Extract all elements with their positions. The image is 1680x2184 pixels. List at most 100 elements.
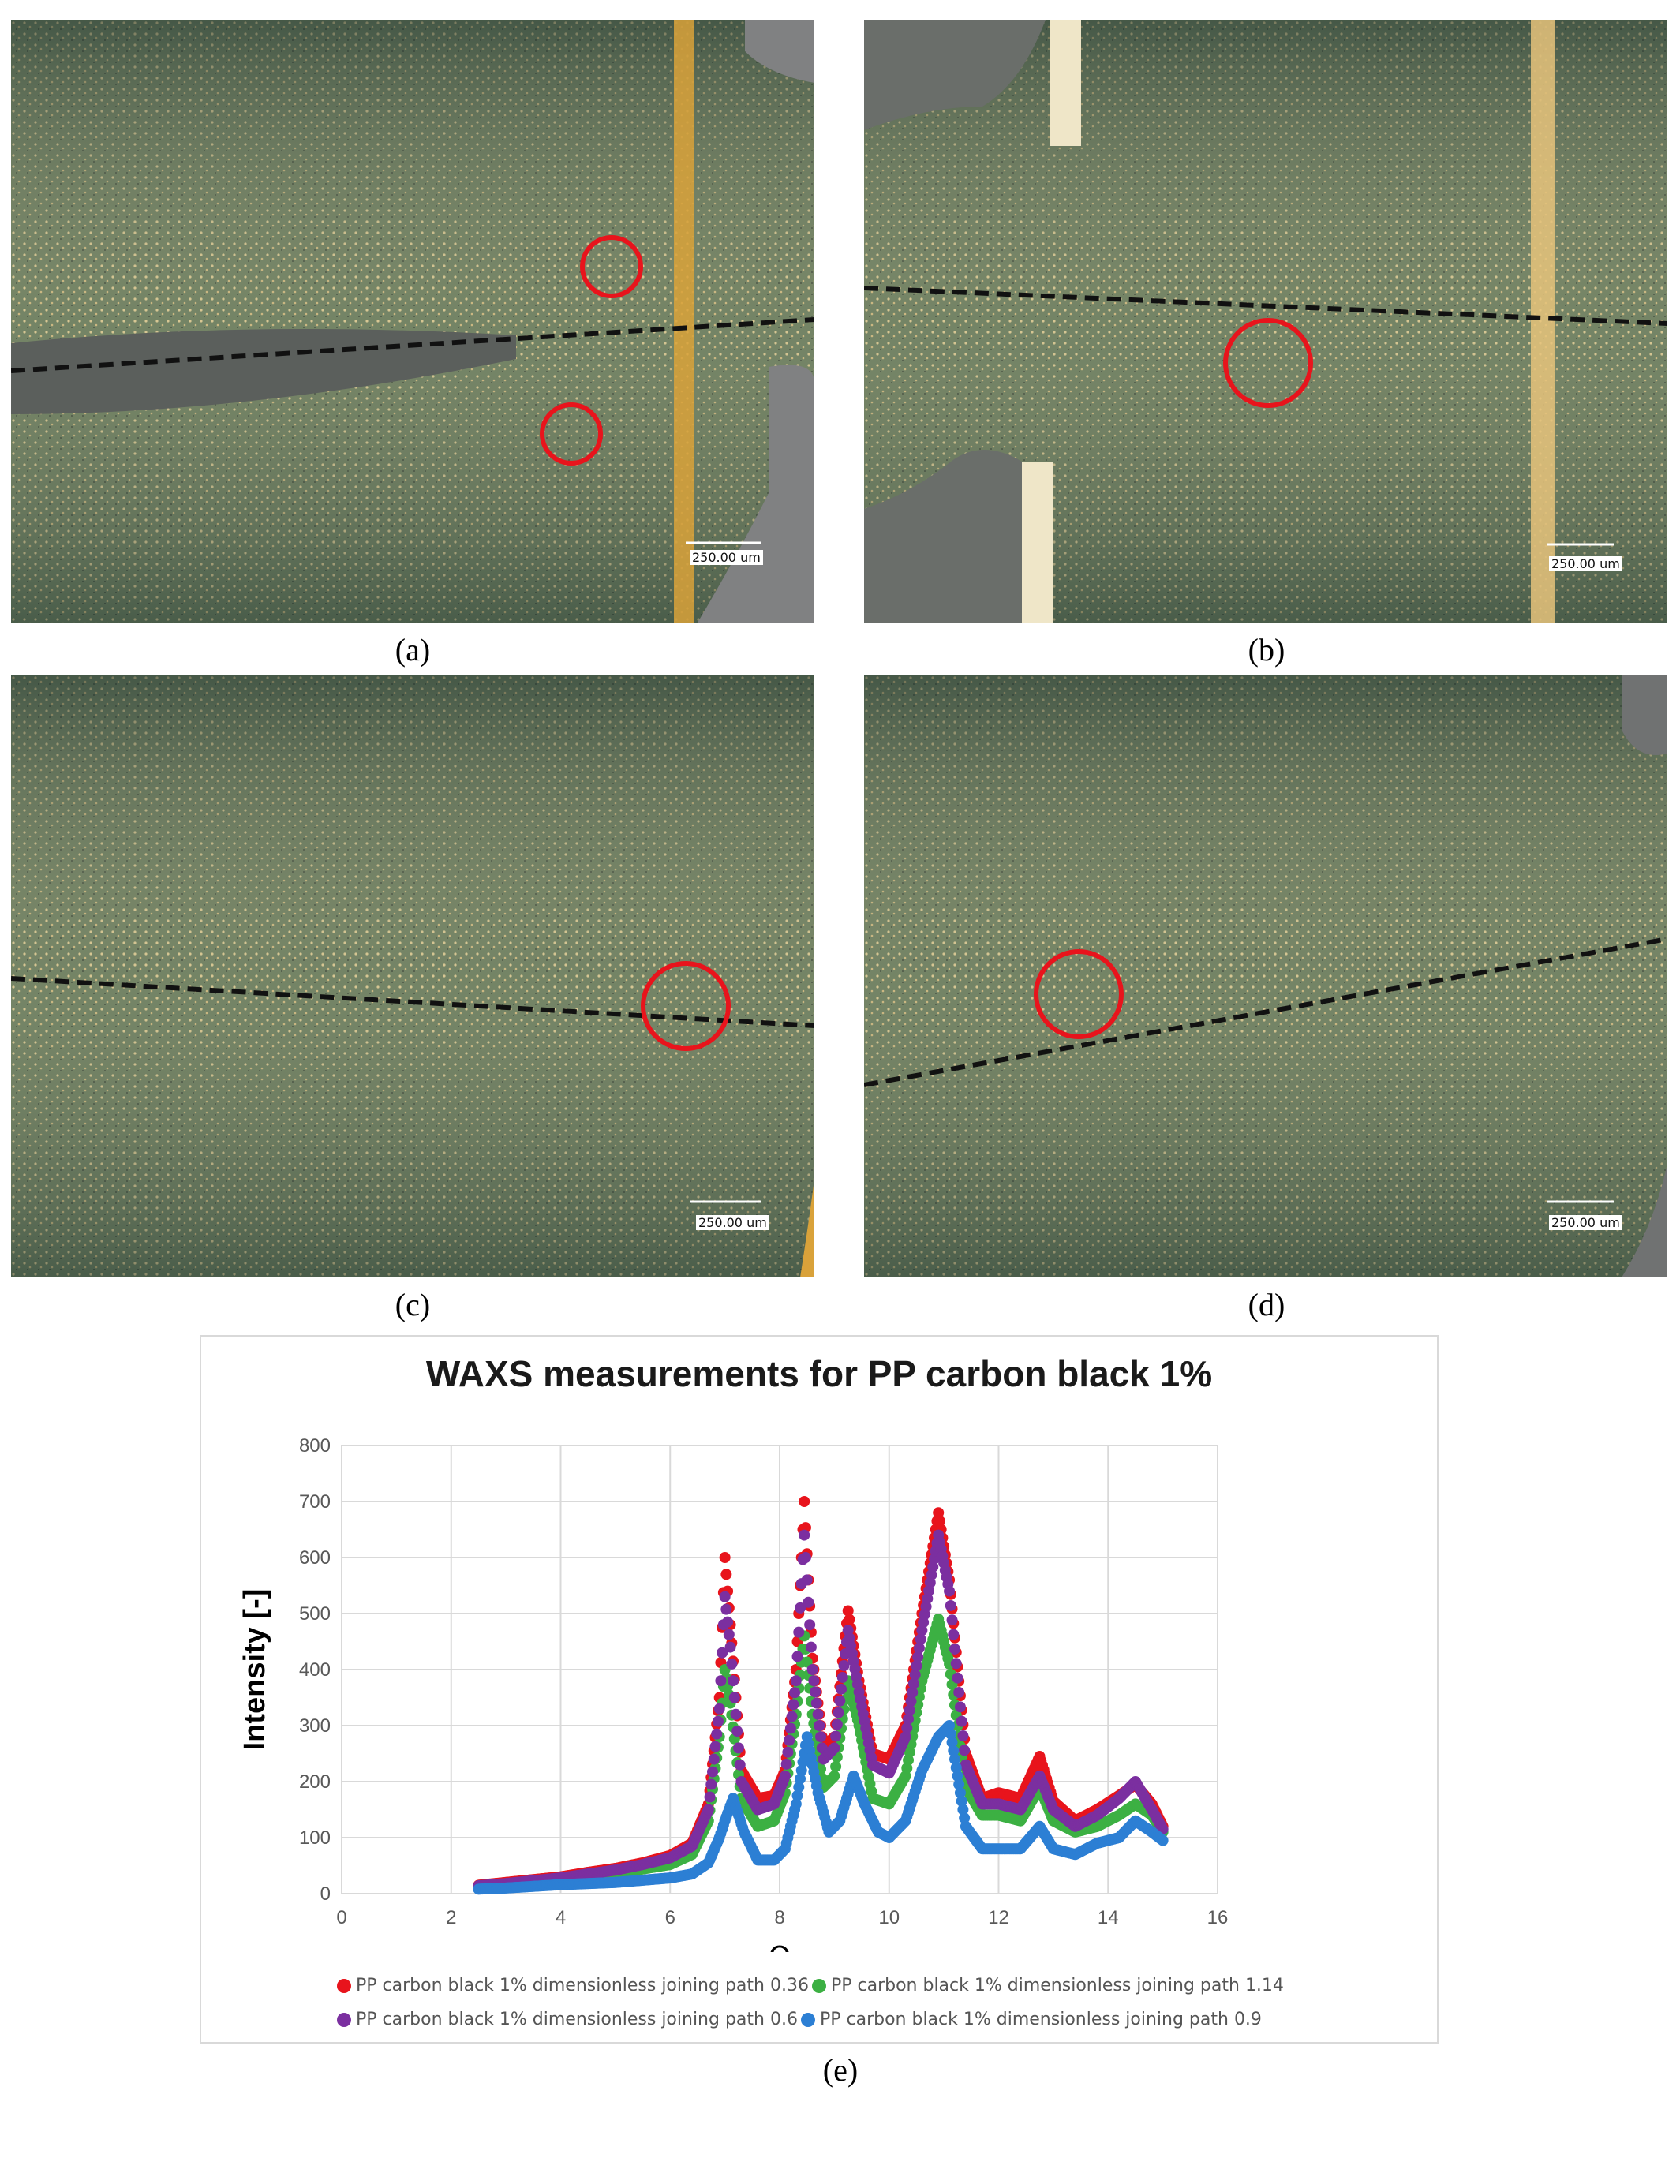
data-point-series-3 <box>953 1778 965 1790</box>
data-point-series-2 <box>704 1791 716 1803</box>
data-point-series-3 <box>949 1753 960 1765</box>
data-point-series-2 <box>831 1718 843 1730</box>
legend-marker <box>800 2012 815 2027</box>
y-tick-label: 600 <box>299 1547 331 1569</box>
data-point-series-2 <box>707 1766 719 1778</box>
data-point-series-3 <box>954 1787 966 1799</box>
data-point-series-2 <box>728 1692 740 1703</box>
data-point-series-2 <box>912 1651 924 1663</box>
legend-entry: PP carbon black 1% dimensionless joining… <box>337 1976 809 1995</box>
data-point-series-2 <box>915 1633 926 1645</box>
data-point-series-2 <box>911 1660 922 1672</box>
legend-entry: PP carbon black 1% dimensionless joining… <box>811 1976 1284 1995</box>
data-point-series-2 <box>730 1708 742 1720</box>
data-point-series-3 <box>797 1756 809 1768</box>
data-point-series-2 <box>833 1707 844 1718</box>
data-point-series-0 <box>799 1496 810 1507</box>
data-point-series-2 <box>907 1686 919 1698</box>
data-point-series-2 <box>789 1687 801 1699</box>
data-point-series-2 <box>803 1596 814 1608</box>
data-point-series-2 <box>784 1734 795 1746</box>
y-tick-label: 100 <box>299 1827 331 1849</box>
data-point-series-2 <box>904 1704 915 1716</box>
data-point-series-2 <box>726 1658 738 1670</box>
data-point-series-2 <box>954 1701 966 1713</box>
data-point-series-2 <box>804 1619 816 1631</box>
data-point-series-3 <box>791 1789 803 1801</box>
x-tick-label: 16 <box>1207 1907 1229 1928</box>
data-point-series-2 <box>903 1713 915 1725</box>
data-point-series-2 <box>790 1675 802 1687</box>
data-point-series-2 <box>944 1585 956 1597</box>
data-point-series-2 <box>901 1722 913 1733</box>
chart-frame: WAXS measurements for PP carbon black 1%… <box>200 1335 1439 2044</box>
micrograph-b-image <box>864 20 1667 623</box>
data-point-series-2 <box>836 1683 847 1695</box>
data-point-series-3 <box>959 1812 971 1824</box>
data-point-series-2 <box>953 1686 965 1698</box>
y-tick-label: 500 <box>299 1603 331 1625</box>
data-point-series-2 <box>838 1660 850 1672</box>
x-tick-label: 4 <box>556 1907 566 1928</box>
data-point-series-2 <box>722 1616 734 1628</box>
chart-legend: PP carbon black 1% dimensionless joining… <box>337 1976 1413 2044</box>
data-point-series-2 <box>799 1552 811 1563</box>
data-point-series-2 <box>913 1642 925 1654</box>
panel-label-c: (c) <box>395 1287 431 1322</box>
chart-title: WAXS measurements for PP carbon black 1% <box>425 1353 1213 1394</box>
data-point-series-2 <box>791 1651 803 1662</box>
x-tick-label: 12 <box>988 1907 1009 1928</box>
data-point-series-2 <box>956 1715 967 1727</box>
legend-label: PP carbon black 1% dimensionless joining… <box>356 2010 798 2029</box>
x-tick-label: 8 <box>774 1907 784 1928</box>
data-point-series-3 <box>795 1764 807 1776</box>
data-point-series-2 <box>715 1675 727 1687</box>
panel-label-b: (b) <box>1248 632 1285 668</box>
data-point-series-3 <box>946 1737 958 1748</box>
data-point-series-2 <box>708 1753 720 1765</box>
data-point-series-3 <box>956 1795 967 1807</box>
legend-entry: PP carbon black 1% dimensionless joining… <box>337 2010 798 2029</box>
panel-label-e: (e) <box>822 2052 859 2088</box>
legend-marker <box>337 2012 351 2027</box>
data-point-series-2 <box>728 1675 739 1687</box>
micrograph-c-image <box>11 675 814 1277</box>
data-point-series-0 <box>719 1552 731 1563</box>
micrograph-b: 250.00 um <box>864 20 1667 623</box>
data-point-series-2 <box>948 1629 960 1640</box>
data-point-series-3 <box>1157 1834 1169 1846</box>
micrograph-a-image <box>11 20 814 623</box>
data-point-series-2 <box>795 1602 806 1614</box>
data-point-series-2 <box>717 1647 728 1659</box>
y-tick-label: 0 <box>320 1883 331 1905</box>
data-point-series-2 <box>900 1731 911 1743</box>
scale-bar-label: 250.00 um <box>696 1215 769 1230</box>
data-point-series-2 <box>779 1770 791 1782</box>
x-tick-label: 10 <box>878 1907 900 1928</box>
micrograph-a: 250.00 um <box>11 20 814 623</box>
data-point-series-2 <box>909 1669 921 1681</box>
x-tick-label: 14 <box>1098 1907 1119 1928</box>
data-point-series-2 <box>829 1742 840 1754</box>
x-axis-label: Θ <box>769 1941 791 1952</box>
data-point-series-2 <box>713 1703 725 1715</box>
data-point-series-2 <box>806 1664 818 1675</box>
data-point-series-2 <box>834 1695 846 1707</box>
data-point-series-3 <box>793 1782 805 1793</box>
data-point-series-2 <box>808 1675 820 1687</box>
data-point-series-2 <box>719 1591 731 1602</box>
scale-bar-label: 250.00 um <box>1549 1215 1622 1230</box>
data-point-series-0 <box>933 1507 945 1519</box>
data-point-series-2 <box>712 1715 724 1727</box>
data-point-series-2 <box>836 1671 848 1683</box>
data-point-series-0 <box>842 1605 854 1617</box>
data-point-series-2 <box>732 1742 744 1754</box>
data-point-series-2 <box>786 1711 798 1722</box>
data-point-series-0 <box>720 1569 732 1580</box>
micrograph-d: 250.00 um <box>864 675 1667 1277</box>
y-tick-label: 400 <box>299 1659 331 1681</box>
data-point-series-3 <box>795 1773 806 1785</box>
data-point-series-3 <box>790 1798 802 1810</box>
data-point-series-2 <box>814 1720 825 1731</box>
data-point-series-1 <box>830 1760 842 1772</box>
